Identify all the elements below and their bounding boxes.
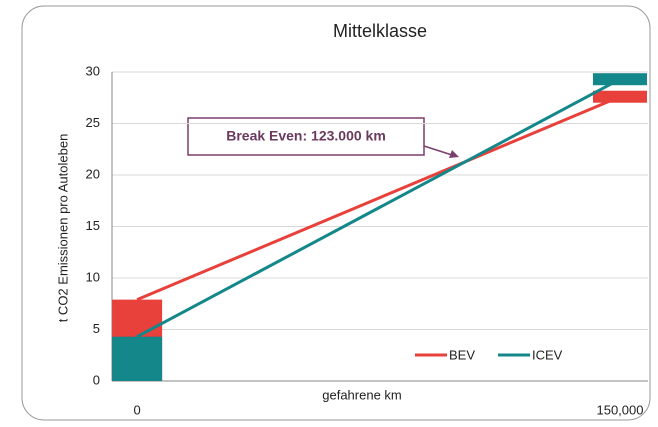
- x-tick-label: 150,000: [596, 402, 643, 417]
- annotation-box: [187, 117, 425, 156]
- legend-label: ICEV: [532, 347, 563, 362]
- chart-title: Mittelklasse: [333, 21, 427, 41]
- annotation-arrowhead: [449, 150, 459, 158]
- x-axis-label: gefahrene km: [322, 387, 402, 402]
- y-tick-label: 30: [86, 63, 100, 78]
- y-tick-label: 5: [93, 321, 100, 336]
- y-tick-label: 25: [86, 115, 100, 130]
- y-axis-label: t CO2 Emissionen pro Autoleben: [55, 134, 70, 323]
- y-tick-label: 20: [86, 166, 100, 181]
- annotation: Break Even: 123.000 km: [226, 128, 386, 144]
- chart-frame: [21, 5, 651, 421]
- x-tick-label: 0: [133, 402, 140, 417]
- legend-label: BEV: [449, 347, 475, 362]
- series-line: [136, 77, 621, 339]
- y-tick-label: 10: [86, 269, 100, 284]
- series-line: [136, 95, 621, 302]
- y-tick-label: 0: [93, 372, 100, 387]
- start-bar: [112, 336, 163, 381]
- y-tick-label: 15: [86, 218, 100, 233]
- annotation-arrow: [423, 145, 453, 156]
